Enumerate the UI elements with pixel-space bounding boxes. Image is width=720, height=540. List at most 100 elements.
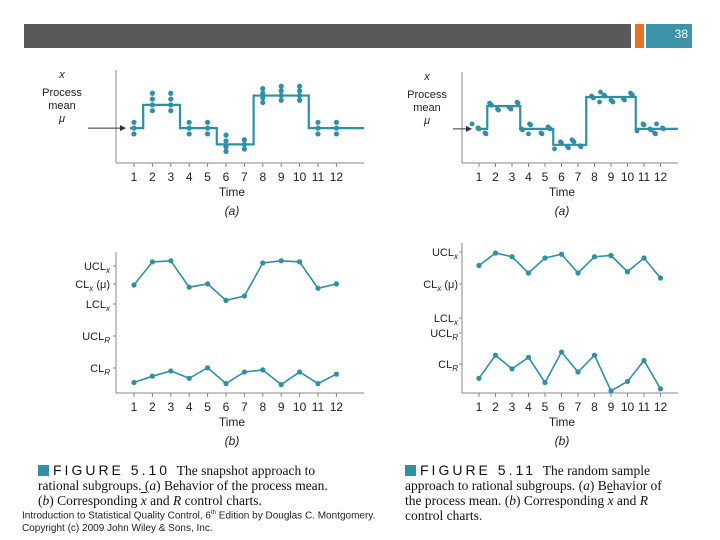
fig510a-sample-point <box>297 88 303 94</box>
fig510a-sample-point <box>131 119 137 125</box>
fig511b-r-point <box>608 388 614 394</box>
fig511b-tick-label: 9 <box>608 400 615 414</box>
fig510a-sample-point <box>223 138 229 144</box>
fig510a-sample-point <box>168 102 174 108</box>
fig511b-tick-label: 1 <box>476 400 483 414</box>
fig510a-arrowhead-icon <box>120 125 126 132</box>
fig510b-xbar-point <box>260 260 266 266</box>
fig510a-tick-label: 12 <box>330 170 344 184</box>
fig510b-time-label: Time <box>219 415 246 429</box>
fig510a-sample-point <box>278 97 284 103</box>
fig511a-sample-point <box>526 131 531 137</box>
fig510b-xbar-point <box>205 281 211 287</box>
fig510a-tick-label: 2 <box>149 170 156 184</box>
fig510a-sample-point <box>315 131 321 137</box>
fig510a-tick-label: 1 <box>131 170 138 184</box>
fig511a-tick-label: 12 <box>654 170 668 184</box>
fig511b-xbar-point <box>525 270 532 276</box>
fig510b-r-point <box>186 375 192 381</box>
fig510b-tick-label: 2 <box>149 400 156 414</box>
fig511a-tick-label: 8 <box>591 170 598 184</box>
fig510b-r-point <box>223 380 229 387</box>
fig511b-xbar-point <box>492 250 499 256</box>
fig510b-tick-label: 5 <box>204 400 211 414</box>
figure-510-label: FIGURE 5.10 <box>53 462 171 478</box>
fig511a-tick-label: 7 <box>575 170 582 184</box>
fig511b-r-point <box>542 379 548 386</box>
fig511b-xbar-point <box>575 270 581 276</box>
fig511a-sample-point <box>597 99 602 105</box>
fig511a-sample-point <box>482 130 488 136</box>
fig510a-sample-point <box>205 131 211 137</box>
fig510b-r-point <box>205 365 211 371</box>
fig510b-r-point <box>241 369 247 375</box>
fig510a-sample-point <box>297 83 303 89</box>
fig510a-sample-point <box>260 86 266 92</box>
fig510b-r-point <box>278 382 284 388</box>
fig511b-xbar-series-line <box>478 252 662 279</box>
fig510a-sample-point <box>168 108 174 114</box>
fig510a-sample-point <box>315 119 321 125</box>
fig511a-tick-label: 1 <box>476 170 483 184</box>
fig511a-tick-label: 9 <box>608 170 615 184</box>
fig510a-sample-point <box>241 141 247 147</box>
fig510b-tick-label: 3 <box>167 400 174 414</box>
fig511b-xbar-point <box>641 255 647 261</box>
figure-marker-icon <box>405 465 416 476</box>
fig511b-xbar-point <box>476 262 482 269</box>
fig510a-sample-point <box>278 83 284 89</box>
fig511a-sample-point <box>654 121 659 127</box>
fig510a-sample-point <box>131 125 137 131</box>
fig511a-tick-label: 11 <box>638 170 651 184</box>
fig511a-sample-point <box>469 121 475 127</box>
fig510a-sample-point <box>278 92 284 99</box>
fig510a-sample-point <box>297 97 303 103</box>
fig511b-xbar-point <box>608 252 614 259</box>
fig511b-ucl-r-label: UCLR <box>430 328 458 342</box>
fig511a-sample-point <box>495 106 500 112</box>
fig510a-process-mean-line <box>130 94 364 146</box>
fig510a-mu-label: μ <box>58 113 65 125</box>
fig510a-sample-point <box>168 90 174 96</box>
fig510b-tick-label: 6 <box>223 400 230 414</box>
fig510a-sample-point <box>186 125 192 131</box>
fig510b-xbar-point <box>333 281 339 287</box>
header-accent <box>635 24 644 48</box>
fig510b-tick-label: 12 <box>330 400 344 414</box>
fig511a-process-mean-line <box>476 95 678 146</box>
fig510a-sample-point <box>278 88 284 94</box>
fig511b-r-point <box>624 378 631 385</box>
fig511a-sample-point <box>660 125 665 131</box>
fig511b-tick-label: 6 <box>558 400 565 414</box>
fig511b-tick-label: 11 <box>638 400 651 414</box>
slide-number: 38 <box>646 24 692 48</box>
fig510a-tick-label: 6 <box>223 170 230 184</box>
fig511b-r-point <box>525 354 532 360</box>
fig511a-time-label: Time <box>549 185 576 199</box>
fig511b-tick-label: 5 <box>542 400 549 414</box>
fig510b-xbar-point <box>241 293 247 299</box>
fig510b-tick-label: 4 <box>186 400 193 414</box>
fig510a-tick-label: 10 <box>293 170 307 184</box>
fig510a-x-label: x <box>58 69 65 81</box>
fig510b-r-point <box>168 368 174 374</box>
fig511a-sample-point <box>640 121 646 127</box>
fig510a-tick-label: 8 <box>259 170 266 184</box>
fig511a-panel-label: (a) <box>555 204 570 218</box>
fig511a-sample-point <box>487 100 492 106</box>
fig511a-sample-point <box>552 146 557 152</box>
fig510a-panel-label: (a) <box>225 204 240 218</box>
fig511b-r-point <box>575 369 581 375</box>
fig511a-sample-point <box>514 99 520 105</box>
fig510a-sample-point <box>205 125 211 131</box>
fig510b-tick-label: 9 <box>278 400 285 414</box>
fig510b-tick-label: 10 <box>293 400 307 414</box>
fig510a-tick-label: 9 <box>278 170 285 184</box>
fig511a-sample-point <box>621 96 626 102</box>
fig510a-process-label: Process <box>42 87 82 99</box>
fig511b-xbar-point <box>657 275 664 281</box>
fig511a-sample-point <box>527 121 532 127</box>
fig510a-sample-point <box>186 119 192 125</box>
fig511a-sample-point <box>538 130 544 136</box>
figure-511-label: FIGURE 5.11 <box>420 463 536 478</box>
